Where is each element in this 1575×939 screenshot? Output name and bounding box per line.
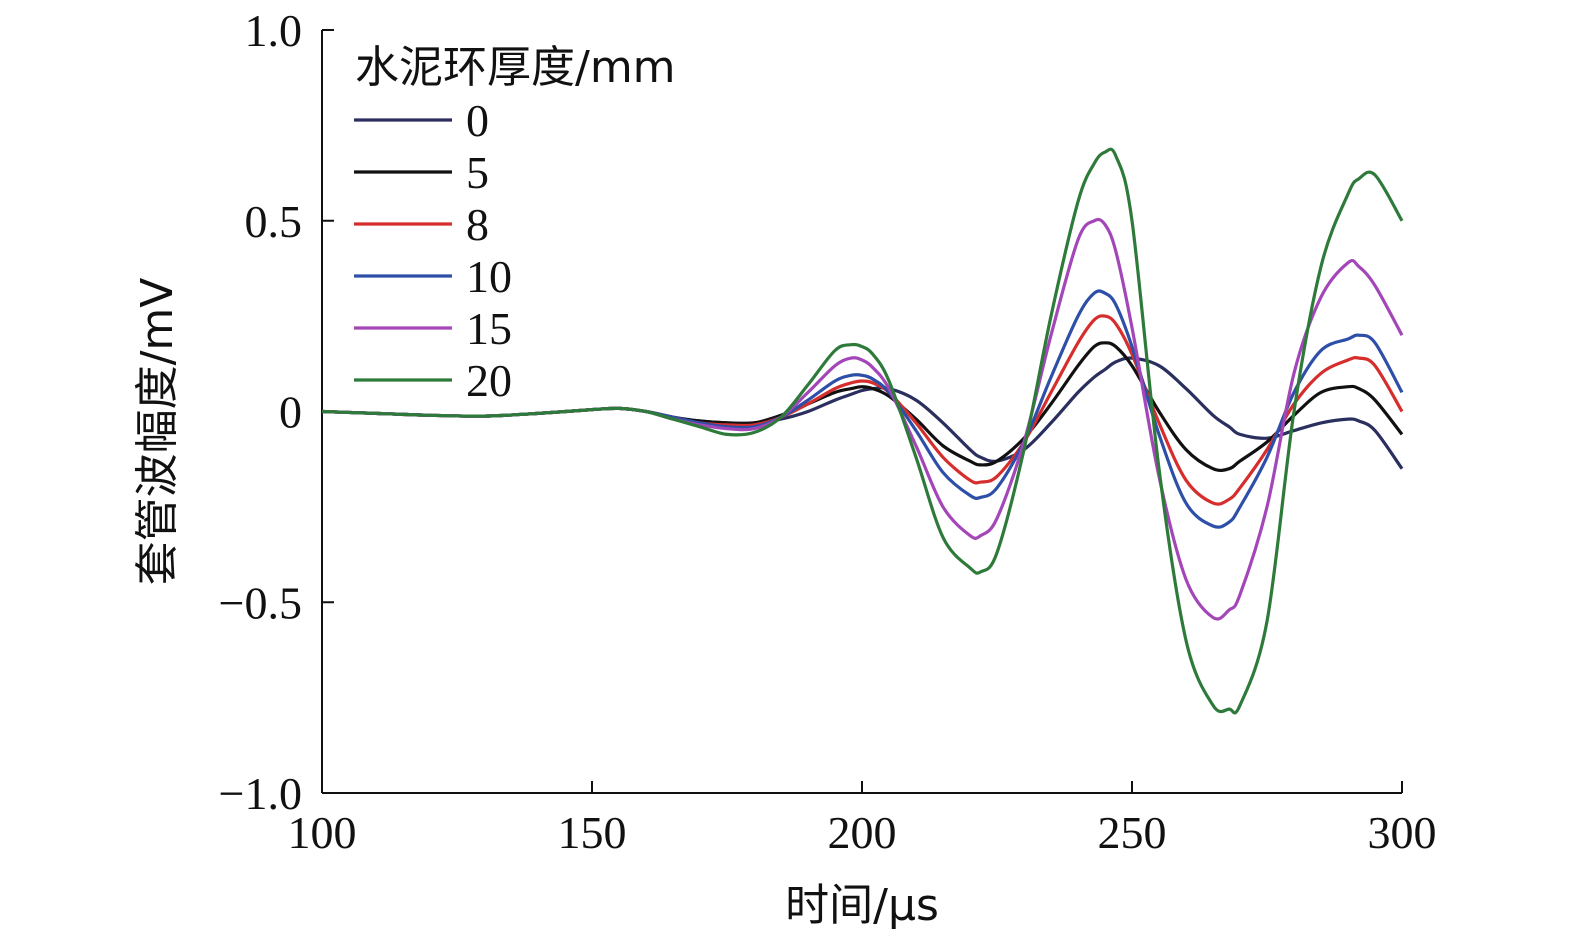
x-tick-label: 200 [828, 807, 897, 858]
series-line-20 [321, 147, 1404, 715]
legend-label-20: 20 [466, 355, 512, 406]
y-tick-label: −1.0 [219, 768, 302, 819]
legend-title: 水泥环厚度/mm [355, 42, 676, 93]
y-tick-label: 0 [279, 387, 302, 438]
legend-label-8: 8 [466, 199, 489, 250]
legend-label-10: 10 [466, 251, 512, 302]
y-axis-title: 套管波幅度/mV [132, 278, 183, 586]
x-tick-label: 100 [288, 807, 357, 858]
series-layer [321, 147, 1404, 715]
x-tick-label: 300 [1368, 807, 1437, 858]
legend-label-5: 5 [466, 147, 489, 198]
y-tick-label: −0.5 [219, 577, 302, 628]
legend-label-0: 0 [466, 95, 489, 146]
x-axis-title: 时间/μs [785, 880, 939, 931]
legend-label-15: 15 [466, 303, 512, 354]
x-tick-label: 150 [558, 807, 627, 858]
y-tick-label: 1.0 [245, 5, 303, 56]
x-tick-label: 250 [1098, 807, 1167, 858]
y-tick-label: 0.5 [245, 196, 303, 247]
